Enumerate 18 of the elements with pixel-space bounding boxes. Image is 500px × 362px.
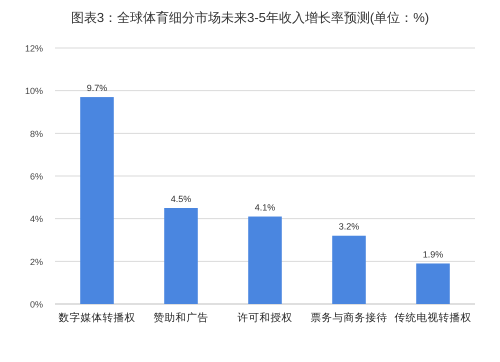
y-tick-label: 4% xyxy=(30,214,43,224)
title: 图表3：全球体育细分市场未来3-5年收入增长率预测(单位：%) xyxy=(70,10,430,25)
x-tick-label: 数字媒体转播权 xyxy=(58,311,136,324)
x-tick-label: 赞助和广告 xyxy=(154,311,208,324)
y-tick-label: 8% xyxy=(30,128,43,139)
x-tick-label: 传统电视转播权 xyxy=(394,311,472,324)
data-label: 4.1% xyxy=(254,202,276,213)
y-tick-label: 6% xyxy=(30,172,43,182)
y-tick-label: 12% xyxy=(24,44,43,54)
y-tick-label: 2% xyxy=(30,256,43,267)
data-label: 1.9% xyxy=(422,249,444,260)
data-label: 9.7% xyxy=(86,83,108,94)
y-tick-label: 0% xyxy=(30,300,43,310)
data-label: 3.2% xyxy=(338,222,360,232)
x-tick-label: 票务与商务接待 xyxy=(310,311,388,324)
data-label: 4.5% xyxy=(170,194,192,204)
y-tick-label: 10% xyxy=(24,86,43,96)
x-tick-label: 许可和授权 xyxy=(238,311,292,324)
